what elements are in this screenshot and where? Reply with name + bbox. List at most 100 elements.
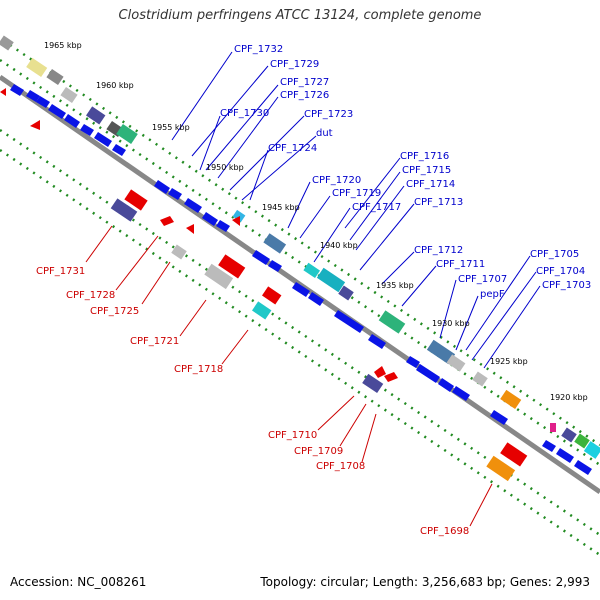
- gene-label[interactable]: CPF_1721: [130, 336, 179, 347]
- gene-arrow[interactable]: [252, 250, 270, 265]
- gene-box[interactable]: [46, 68, 64, 86]
- gene-label[interactable]: CPF_1725: [90, 306, 139, 317]
- gene-arrow[interactable]: [406, 356, 420, 368]
- gene-box[interactable]: [86, 106, 106, 125]
- gene-box[interactable]: [116, 123, 138, 145]
- gene-arrow[interactable]: [94, 132, 112, 147]
- gene-box[interactable]: [171, 244, 187, 260]
- gene-arrow[interactable]: [26, 90, 40, 102]
- gene-box[interactable]: [0, 35, 14, 51]
- gene-arrow[interactable]: [416, 364, 440, 383]
- gene-box[interactable]: [204, 263, 234, 290]
- gene-label[interactable]: CPF_1723: [304, 109, 353, 120]
- gene-arrow[interactable]: [368, 334, 386, 349]
- gene-box[interactable]: [232, 209, 246, 223]
- gene-arrow[interactable]: [168, 188, 182, 200]
- gene-box[interactable]: [124, 189, 148, 211]
- gene-label[interactable]: CPF_1726: [280, 90, 329, 101]
- gene-arrow[interactable]: [542, 440, 556, 452]
- gene-box[interactable]: [472, 371, 488, 387]
- gene-arrow[interactable]: [452, 386, 470, 401]
- gene-box[interactable]: [426, 339, 456, 365]
- gene-box[interactable]: [500, 389, 522, 410]
- gene-label[interactable]: CPF_1703: [542, 280, 591, 291]
- gene-arrow[interactable]: [216, 220, 230, 232]
- gene-label[interactable]: CPF_1727: [280, 77, 329, 88]
- gene-arrow[interactable]: [490, 410, 508, 425]
- gene-label[interactable]: CPF_1708: [316, 461, 365, 472]
- gene-arrow[interactable]: [556, 448, 574, 463]
- gene-box[interactable]: [338, 285, 354, 301]
- gene-box[interactable]: [486, 455, 516, 482]
- gene-box[interactable]: [262, 286, 282, 305]
- gene-label[interactable]: CPF_1715: [402, 165, 451, 176]
- gene-label[interactable]: CPF_1716: [400, 151, 449, 162]
- gene-box[interactable]: [60, 86, 78, 104]
- gene-label[interactable]: CPF_1707: [458, 274, 507, 285]
- gene-arrow[interactable]: [334, 310, 364, 333]
- gene-arrow[interactable]: [202, 212, 218, 226]
- gene-box[interactable]: [583, 441, 600, 459]
- gene-label[interactable]: CPF_1705: [530, 249, 579, 260]
- gene-arrow[interactable]: [184, 198, 202, 213]
- gene-arrow[interactable]: [112, 144, 126, 156]
- gene-label[interactable]: pepF: [480, 289, 505, 300]
- gene-box[interactable]: [218, 254, 246, 279]
- gene-arrow[interactable]: [574, 460, 592, 475]
- gene-box[interactable]: [263, 233, 287, 254]
- gene-box[interactable]: [26, 57, 48, 78]
- forward-strand-arrows: [10, 84, 592, 475]
- gene-label[interactable]: CPF_1724: [268, 143, 317, 154]
- kbp-label: 1955 kbp: [152, 123, 190, 132]
- gene-label[interactable]: CPF_1709: [294, 446, 343, 457]
- gene-box[interactable]: [574, 433, 590, 449]
- gene-arrow[interactable]: [48, 104, 66, 119]
- gene-arrow[interactable]: [0, 88, 6, 96]
- gene-label[interactable]: CPF_1731: [36, 266, 85, 277]
- kbp-label: 1930 kbp: [432, 319, 470, 328]
- gene-label[interactable]: CPF_1710: [268, 430, 317, 441]
- gene-label[interactable]: CPF_1729: [270, 59, 319, 70]
- gene-box[interactable]: [303, 262, 321, 279]
- gene-arrow[interactable]: [438, 378, 454, 392]
- gene-label[interactable]: CPF_1732: [234, 44, 283, 55]
- gene-box[interactable]: [378, 310, 406, 334]
- gene-arrow[interactable]: [186, 224, 194, 234]
- gene-arrow[interactable]: [160, 216, 174, 226]
- gene-arrow[interactable]: [80, 124, 94, 136]
- gene-box[interactable]: [252, 301, 272, 320]
- gene-label[interactable]: CPF_1730: [220, 108, 269, 119]
- reverse-strand-genes: [0, 88, 528, 482]
- gene-arrow[interactable]: [374, 366, 386, 378]
- gene-label[interactable]: CPF_1718: [174, 364, 223, 375]
- gene-box[interactable]: [316, 267, 346, 293]
- gene-box[interactable]: [550, 423, 556, 432]
- gene-label[interactable]: dut: [316, 128, 333, 139]
- gene-label[interactable]: CPF_1720: [312, 175, 361, 186]
- gene-label[interactable]: CPF_1712: [414, 245, 463, 256]
- gene-label[interactable]: CPF_1717: [352, 202, 401, 213]
- gene-label[interactable]: CPF_1728: [66, 290, 115, 301]
- gene-label[interactable]: CPF_1698: [420, 526, 469, 537]
- gene-arrow[interactable]: [232, 216, 240, 226]
- gene-label[interactable]: CPF_1713: [414, 197, 463, 208]
- gene-label[interactable]: CPF_1711: [436, 259, 485, 270]
- gene-arrow[interactable]: [64, 114, 80, 128]
- gene-arrow[interactable]: [30, 120, 40, 130]
- gene-label[interactable]: CPF_1704: [536, 266, 585, 277]
- gene-arrow[interactable]: [268, 260, 282, 272]
- gene-arrow[interactable]: [308, 292, 324, 306]
- gene-arrow[interactable]: [36, 96, 50, 108]
- gene-arrow[interactable]: [154, 180, 170, 194]
- gene-arrow[interactable]: [384, 372, 398, 382]
- gene-arrow[interactable]: [10, 84, 24, 96]
- gene-label[interactable]: CPF_1719: [332, 188, 381, 199]
- gene-box[interactable]: [500, 442, 528, 467]
- forward-gene-labels: CPF_1732 CPF_1729 CPF_1727 CPF_1726 CPF_…: [220, 44, 591, 300]
- gene-box[interactable]: [561, 427, 577, 443]
- gene-arrow[interactable]: [292, 282, 310, 297]
- gene-box[interactable]: [446, 354, 466, 372]
- gene-label[interactable]: CPF_1714: [406, 179, 455, 190]
- gene-box[interactable]: [362, 373, 384, 394]
- gene-box[interactable]: [110, 198, 138, 222]
